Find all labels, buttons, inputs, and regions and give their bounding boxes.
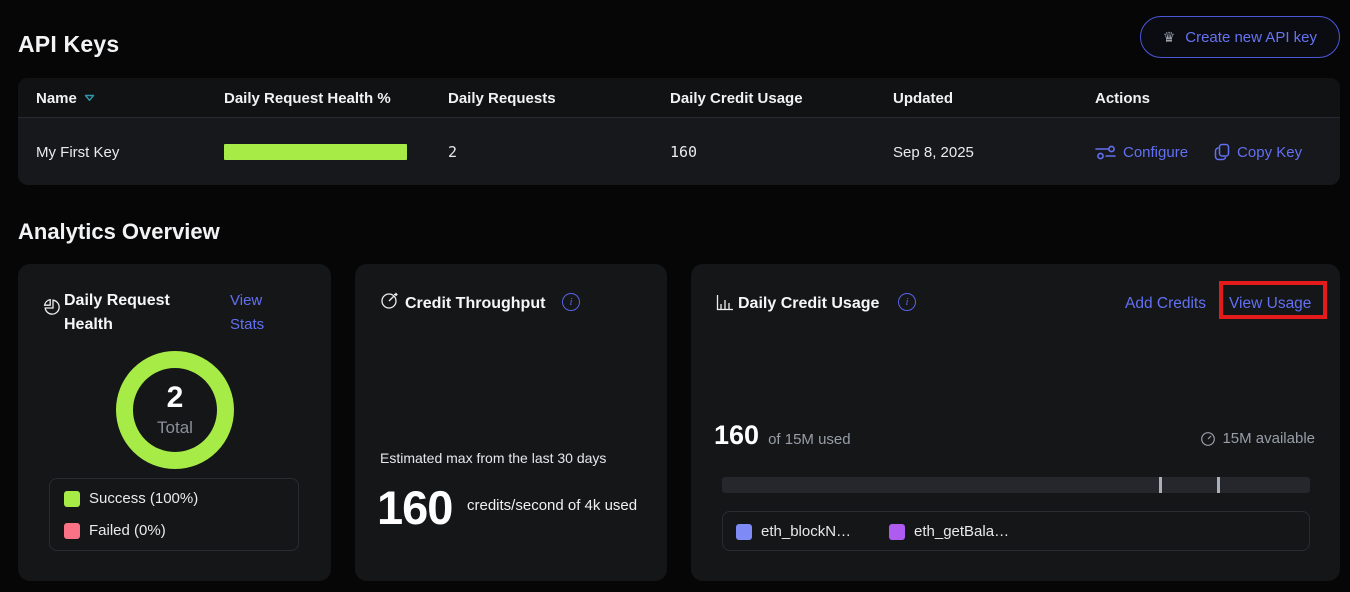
configure-label: Configure: [1123, 143, 1189, 161]
daily-credit-usage-cell: 160: [670, 143, 698, 161]
failed-label: Failed (0%): [89, 522, 166, 539]
view-stats-link[interactable]: View Stats: [230, 292, 265, 333]
pie-chart-icon: [43, 298, 61, 316]
table-row[interactable]: My First Key 2 160 Sep 8, 2025 Conf: [18, 119, 1340, 185]
daily-request-health-card: Daily Request Health View Stats 2 Total …: [18, 264, 331, 581]
crown-icon: ♛: [1162, 29, 1176, 45]
health-bar-cell: [224, 119, 407, 185]
gauge-small-icon: [1200, 431, 1216, 447]
copy-icon: [1214, 143, 1230, 161]
info-icon[interactable]: i: [898, 293, 916, 311]
column-header-actions: Actions: [1095, 89, 1151, 107]
column-header-health: Daily Request Health %: [224, 89, 391, 107]
configure-button[interactable]: Configure: [1095, 144, 1188, 161]
daily-credit-usage-card: Daily Credit Usage i Add Credits View Us…: [691, 264, 1340, 581]
column-header-name-label: Name: [36, 89, 77, 107]
donut-total-value: 2: [166, 381, 184, 414]
throughput-value: 160: [377, 481, 453, 534]
throughput-unit: credits/second of 4k used: [467, 497, 638, 514]
credit-usage-progress-bar: [722, 477, 1310, 493]
credit-throughput-card: Credit Throughput i Estimated max from t…: [355, 264, 667, 581]
updated-cell: Sep 8, 2025: [893, 143, 974, 161]
progress-tick: [1217, 477, 1221, 493]
column-header-updated: Updated: [893, 89, 953, 107]
health-donut-chart: 2 Total: [116, 351, 234, 469]
api-keys-table: Name Daily Request Health % Daily Reques…: [18, 78, 1340, 185]
success-swatch: [64, 490, 80, 507]
eth-getbalance-label: eth_getBala…: [914, 523, 1010, 540]
legend-item-success: Success (100%): [64, 490, 198, 507]
column-header-requests: Daily Requests: [448, 89, 556, 107]
health-bar-fill: [224, 144, 407, 160]
donut-total-label: Total: [157, 418, 193, 437]
usage-used-suffix: of 15M used: [768, 431, 851, 448]
actions-cell: Configure Copy Key: [1095, 119, 1302, 185]
legend-item-failed: Failed (0%): [64, 522, 166, 539]
key-name-cell: My First Key: [36, 143, 120, 161]
throughput-subtitle: Estimated max from the last 30 days: [380, 450, 607, 466]
create-api-key-button[interactable]: ♛ Create new API key: [1139, 16, 1340, 58]
progress-tick: [1158, 477, 1162, 493]
health-bar: [224, 144, 407, 160]
eth-blocknumber-swatch: [736, 523, 752, 540]
daily-requests-cell: 2: [448, 143, 458, 161]
available-credits: 15M available: [1200, 430, 1315, 447]
info-icon[interactable]: i: [562, 293, 580, 311]
success-label: Success (100%): [89, 490, 199, 507]
page-title: API Keys: [18, 31, 120, 57]
card-title: Daily Request Health: [64, 292, 170, 333]
gauge-icon: [380, 291, 400, 311]
analytics-title: Analytics Overview: [18, 219, 220, 244]
health-legend-box: Success (100%) Failed (0%): [49, 478, 299, 551]
available-label: 15M available: [1222, 430, 1315, 447]
card-title: Daily Credit Usage: [738, 295, 880, 312]
view-usage-link[interactable]: View Usage: [1229, 295, 1312, 312]
legend-item-eth-blocknumber: eth_blockN…: [736, 523, 851, 540]
add-credits-link[interactable]: Add Credits: [1125, 295, 1206, 312]
sort-chevron-icon: [84, 94, 95, 102]
bar-chart-icon: [716, 294, 734, 311]
copy-key-label: Copy Key: [1237, 143, 1303, 161]
column-header-name[interactable]: Name: [36, 78, 95, 118]
card-title: Credit Throughput: [405, 295, 546, 312]
eth-getbalance-swatch: [889, 523, 905, 540]
legend-item-eth-getbalance: eth_getBala…: [889, 523, 1009, 540]
copy-key-button[interactable]: Copy Key: [1214, 143, 1302, 161]
table-header-row: Name Daily Request Health % Daily Reques…: [18, 78, 1340, 118]
eth-blocknumber-label: eth_blockN…: [761, 523, 852, 540]
column-header-credit-usage: Daily Credit Usage: [670, 89, 803, 107]
create-api-key-label: Create new API key: [1185, 28, 1317, 46]
sliders-icon: [1095, 145, 1116, 160]
usage-legend-box: eth_blockN… eth_getBala…: [722, 511, 1310, 551]
usage-stats: 160 of 15M used: [714, 420, 851, 451]
failed-swatch: [64, 522, 80, 539]
usage-used-value: 160: [714, 420, 760, 450]
